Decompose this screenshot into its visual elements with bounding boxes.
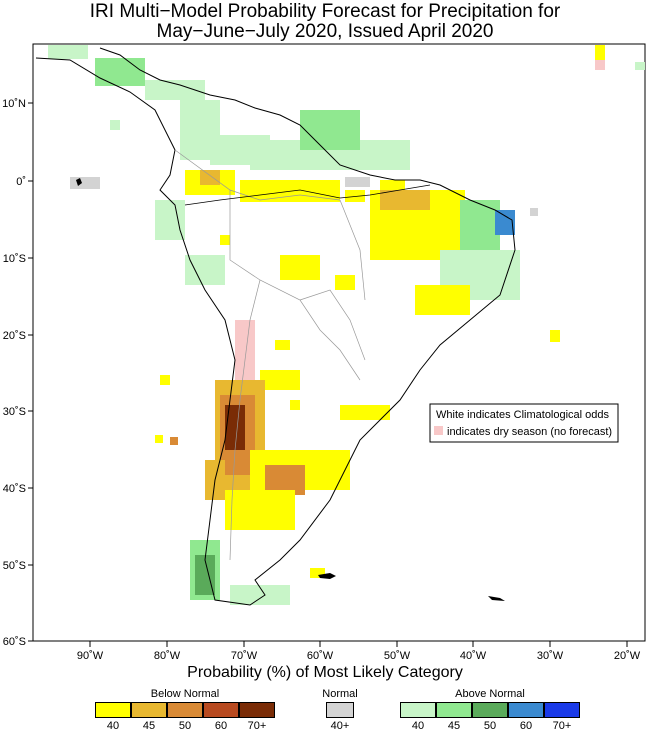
lon-label: 60˚W <box>307 650 334 662</box>
normal-label: Normal <box>322 688 358 700</box>
country-borders <box>174 149 366 561</box>
cell-above-45 <box>300 110 360 150</box>
cell-below-40 <box>155 435 163 443</box>
latitude-axis: 10˚N 0˚ 10˚S 20˚S 30˚S 40˚S 50˚S 60˚S <box>2 98 33 648</box>
above-tick-label: 70+ <box>552 720 572 732</box>
cell-above-40 <box>635 62 645 70</box>
cell-below-40 <box>280 255 320 280</box>
cell-below-40 <box>225 490 295 530</box>
below-swatch <box>131 702 167 718</box>
galapagos <box>76 178 82 186</box>
below-swatch <box>95 702 131 718</box>
dry-season-swatch <box>434 426 443 435</box>
cell-below-40 <box>345 190 365 202</box>
below-tick-label: 70+ <box>247 720 267 732</box>
longitude-axis: 90˚W 80˚W 70˚W 60˚W 50˚W 40˚W 30˚W 20˚W <box>77 641 641 662</box>
cell-above-40 <box>110 120 120 130</box>
cell-above-40 <box>230 585 290 605</box>
lat-label: 0˚ <box>16 176 26 188</box>
cell-below-40 <box>310 568 325 578</box>
cell-below-50 <box>170 437 178 445</box>
lon-label: 50˚W <box>384 650 411 662</box>
cell-normal <box>70 177 100 189</box>
above-swatch <box>472 702 508 718</box>
lat-label: 60˚S <box>3 636 26 648</box>
legend-line1: White indicates Climatological odds <box>436 409 610 421</box>
cell-below-40 <box>290 400 300 410</box>
cell-below-40 <box>260 370 300 390</box>
lat-label: 50˚S <box>3 560 26 572</box>
cell-above-45 <box>95 58 145 86</box>
cell-dry <box>235 320 255 380</box>
cell-below-45 <box>380 190 430 210</box>
above-tick-label: 40 <box>411 720 425 732</box>
cell-below-40 <box>335 275 355 290</box>
cell-below-40 <box>160 375 170 385</box>
cell-above-50 <box>195 555 215 595</box>
forecast-cells <box>48 45 645 605</box>
lon-label: 70˚W <box>231 650 258 662</box>
below-normal-label: Below Normal <box>150 688 220 700</box>
above-tick-label: 60 <box>519 720 533 732</box>
above-swatch <box>508 702 544 718</box>
cell-below-40 <box>595 45 605 70</box>
below-swatch <box>203 702 239 718</box>
below-swatch <box>167 702 203 718</box>
cell-below-45 <box>200 170 220 185</box>
south-america-coastline <box>35 47 516 606</box>
lat-label: 30˚S <box>3 406 26 418</box>
below-swatch <box>239 702 275 718</box>
above-normal-label: Above Normal <box>455 688 525 700</box>
above-tick-label: 50 <box>483 720 497 732</box>
cell-normal <box>345 177 370 187</box>
above-swatch <box>400 702 436 718</box>
cell-above-40 <box>185 255 225 285</box>
amazon-river <box>184 184 431 206</box>
lon-label: 90˚W <box>77 650 104 662</box>
cell-below-40 <box>340 405 390 420</box>
cell-above-60 <box>495 210 515 235</box>
lat-label: 10˚S <box>3 253 26 265</box>
above-swatch <box>436 702 472 718</box>
lon-label: 80˚W <box>154 650 181 662</box>
above-tick-label: 45 <box>447 720 461 732</box>
climatology-legend: White indicates Climatological odds indi… <box>429 403 619 443</box>
lat-label: 40˚S <box>3 483 26 495</box>
cell-below-40 <box>220 235 230 245</box>
cell-above-40 <box>155 200 185 240</box>
south-georgia <box>488 596 505 601</box>
above-swatch <box>544 702 580 718</box>
colorbar-title: Probability (%) of Most Likely Category <box>187 664 463 681</box>
cell-below-40 <box>275 340 290 350</box>
cell-below-40 <box>415 285 470 315</box>
cell-above-40 <box>145 80 205 100</box>
cell-above-40 <box>360 140 410 170</box>
falkland-islands <box>318 573 336 579</box>
lon-label: 40˚W <box>460 650 487 662</box>
lon-label: 20˚W <box>614 650 641 662</box>
map-title-line1: IRI Multi−Model Probability Forecast for… <box>89 1 561 22</box>
cell-dry <box>595 60 605 70</box>
legend-line2: indicates dry season (no forecast) <box>447 426 612 438</box>
cell-above-40 <box>48 45 88 59</box>
map-title-line2: May−June−July 2020, Issued April 2020 <box>156 21 494 42</box>
cell-below-70 <box>225 405 245 450</box>
lon-label: 30˚W <box>537 650 564 662</box>
lat-label: 10˚N <box>2 98 26 110</box>
normal-swatch <box>326 702 354 718</box>
cell-normal <box>530 208 538 216</box>
below-tick-label: 40 <box>106 720 120 732</box>
below-tick-label: 45 <box>142 720 156 732</box>
normal-tick-label: 40+ <box>330 720 350 732</box>
lat-label: 20˚S <box>3 330 26 342</box>
below-tick-label: 50 <box>178 720 192 732</box>
below-tick-label: 60 <box>214 720 228 732</box>
cell-below-40 <box>550 330 560 342</box>
